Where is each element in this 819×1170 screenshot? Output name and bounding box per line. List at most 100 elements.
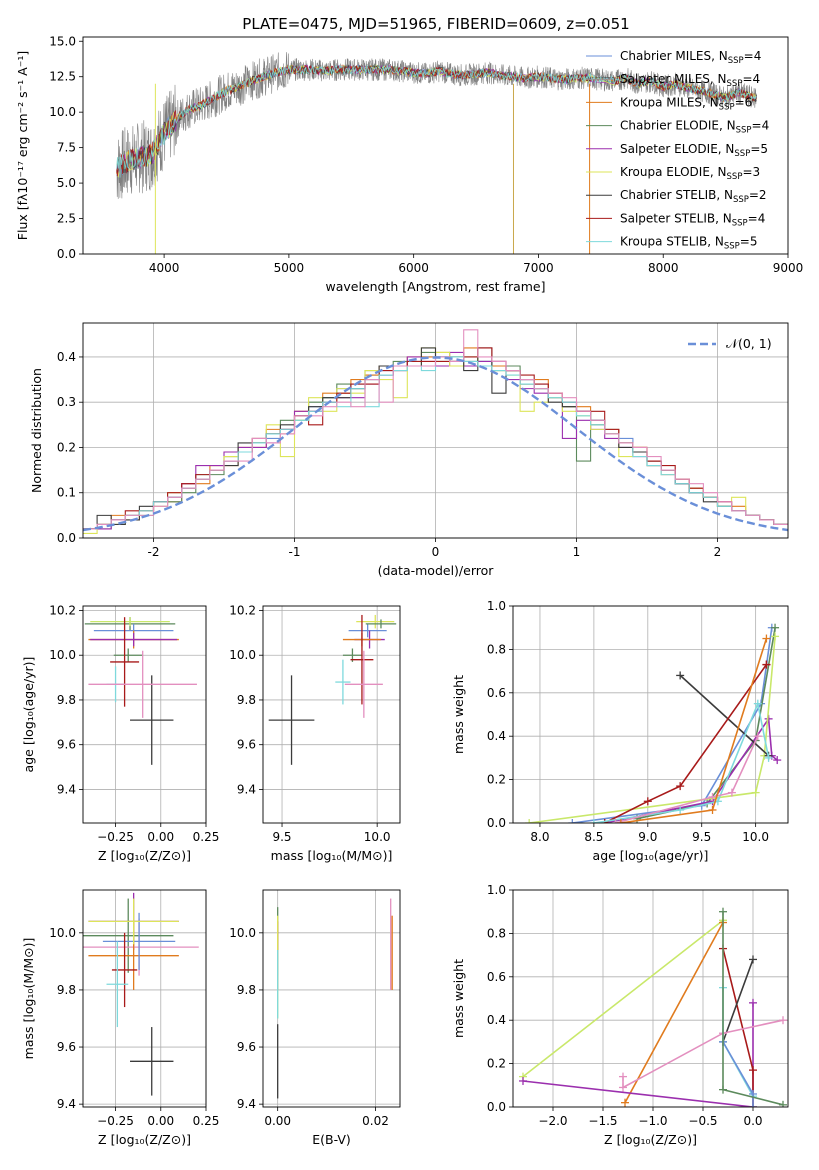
legend-label: Salpeter ELODIE, NSSP=5	[620, 142, 768, 159]
y-tick-label: 0.8	[487, 642, 506, 656]
x-tick-label: 9.0	[638, 830, 657, 844]
x-tick-label: 0.00	[147, 830, 174, 844]
y-tick-label: 0.0	[487, 816, 506, 830]
y-axis-label: Flux [fλ10⁻¹⁷ erg cm⁻² s⁻¹ A⁻¹]	[15, 51, 30, 240]
y-tick-label: 0.4	[487, 729, 506, 743]
x-tick-label: 9.5	[272, 830, 291, 844]
x-tick-label: 8.0	[530, 830, 549, 844]
y-tick-label: 10.0	[49, 648, 76, 662]
x-tick-label: 0	[432, 545, 440, 559]
panel-mass_vs_Z: −0.25 0.00 0.25 9.4 9.6 9.8 10.0 Z [log₁₀(Z/Z⊙)…	[21, 889, 220, 1147]
legend-label: Chabrier MILES, NSSP=4	[620, 49, 761, 66]
panel-mass_vs_EBV: 0.00 0.02 9.4 9.6 9.8 10.0 E(B-V)	[229, 889, 401, 1147]
series-line	[529, 636, 776, 823]
plot-area	[277, 898, 393, 1099]
plot-area	[268, 614, 397, 765]
x-tick-label: 0.0	[743, 1114, 762, 1128]
series-line	[636, 627, 776, 820]
y-tick-label: 9.4	[57, 1097, 76, 1111]
y-tick-label: 0.2	[57, 440, 76, 454]
legend-label: Kroupa STELIB, NSSP=5	[620, 235, 758, 252]
x-tick-label: 4000	[149, 261, 180, 275]
x-tick-label: 0.25	[193, 1114, 220, 1128]
plot-area	[525, 623, 782, 823]
series-line	[615, 735, 759, 823]
legend-label: Chabrier ELODIE, NSSP=4	[620, 119, 769, 136]
y-axis-label: mass [log₁₀(M/M⊙)]	[21, 938, 36, 1060]
y-tick-label: 0.0	[57, 531, 76, 545]
legend-label: Salpeter STELIB, NSSP=4	[620, 211, 765, 228]
series-line	[522, 1002, 754, 1107]
legend-label: Salpeter MILES, NSSP=4	[620, 72, 760, 89]
series-line	[622, 1019, 784, 1089]
x-tick-label: -2	[148, 545, 160, 559]
y-tick-label: 9.4	[237, 1097, 256, 1111]
x-axis-label: mass [log₁₀(M/M⊙)]	[271, 848, 393, 863]
histogram-step	[83, 329, 788, 530]
spectrum-model-line	[116, 64, 757, 177]
y-tick-label: 9.6	[57, 1040, 76, 1054]
y-tick-label: 7.5	[57, 141, 76, 155]
y-tick-label: 9.4	[57, 782, 76, 796]
y-tick-label: 0.4	[487, 1013, 506, 1027]
x-tick-label: 9.5	[692, 830, 711, 844]
x-tick-label: −0.25	[97, 1114, 134, 1128]
y-tick-label: 0.4	[57, 350, 76, 364]
x-axis-label: Z [log₁₀(Z/Z⊙)]	[98, 1132, 191, 1147]
y-tick-label: 10.0	[49, 926, 76, 940]
plot-area	[83, 329, 788, 535]
y-tick-label: 1.0	[487, 883, 506, 897]
axes-frame	[262, 605, 401, 824]
y-tick-label: 0.6	[487, 970, 506, 984]
y-tick-label: 0.1	[57, 486, 76, 500]
y-tick-label: 9.8	[237, 693, 256, 707]
y-tick-label: 9.8	[57, 693, 76, 707]
y-tick-label: 0.0	[487, 1100, 506, 1114]
y-tick-label: 9.6	[237, 738, 256, 752]
x-axis-label: (data-model)/error	[378, 563, 495, 578]
x-tick-label: 9000	[773, 261, 804, 275]
axes-frame	[82, 322, 789, 539]
axes-frame	[512, 605, 789, 824]
x-tick-label: 0.25	[193, 830, 220, 844]
panel-age_vs_Z: −0.25 0.00 0.25 9.4 9.6 9.8 10.0 10.2 Z [log₁₀(Z…	[21, 603, 219, 863]
x-tick-label: −0.25	[97, 830, 134, 844]
panel-residuals: -2 -1 0 1 2 0.0 0.1 0.2 0.3 0.4 (data-model)/error…	[29, 322, 789, 578]
x-tick-label: 10.0	[364, 830, 391, 844]
x-axis-label: E(B-V)	[312, 1132, 351, 1147]
x-tick-label: 1	[573, 545, 581, 559]
legend-label: Chabrier STELIB, NSSP=2	[620, 188, 767, 205]
x-tick-label: −2.0	[538, 1114, 567, 1128]
x-tick-label: 10.0	[742, 830, 769, 844]
x-tick-label: −0.5	[688, 1114, 717, 1128]
series-line	[522, 919, 724, 1078]
y-tick-label: 10.0	[229, 926, 256, 940]
y-tick-label: 10.2	[229, 603, 256, 617]
y-tick-label: 5.0	[57, 176, 76, 190]
y-tick-label: 0.2	[487, 773, 506, 787]
legend-label: 𝒩(0, 1)	[726, 336, 772, 351]
x-tick-label: 7000	[523, 261, 554, 275]
x-tick-label: 5000	[274, 261, 305, 275]
series-line	[604, 664, 768, 823]
y-tick-label: 0.6	[487, 686, 506, 700]
y-tick-label: 0.8	[487, 926, 506, 940]
y-tick-label: 0.0	[57, 247, 76, 261]
spectrum-model-line	[116, 64, 757, 178]
spectrum-data-line	[116, 52, 757, 199]
x-tick-label: 0.02	[362, 1114, 389, 1128]
y-axis-label: mass weight	[451, 675, 466, 754]
x-tick-label: 6000	[398, 261, 429, 275]
panel-age_vs_mass: 9.5 10.0 9.4 9.6 9.8 10.0 10.2 mass [log₁₀(M/M⊙…	[229, 603, 401, 863]
y-axis-label: Normed distribution	[29, 368, 44, 493]
gaussian-curve	[83, 356, 788, 532]
y-tick-label: 10.0	[229, 648, 256, 662]
y-tick-label: 1.0	[487, 599, 506, 613]
x-axis-label: age [log₁₀(age/yr)]	[593, 848, 709, 863]
x-tick-label: 8.5	[584, 830, 603, 844]
y-tick-label: 9.8	[237, 983, 256, 997]
y-tick-label: 0.2	[487, 1057, 506, 1071]
axes-frame	[82, 605, 207, 824]
series-line	[722, 959, 754, 1043]
